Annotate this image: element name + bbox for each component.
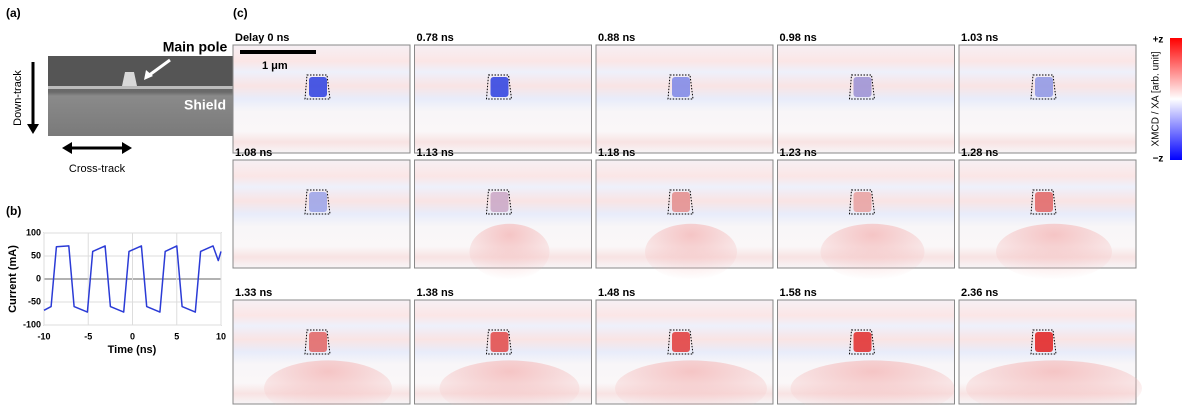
frame-delay-label: 1.28 ns <box>961 147 998 159</box>
y-tick-label: -50 <box>28 296 41 306</box>
scale-bar-label: 1 μm <box>262 60 288 72</box>
pole-outline <box>848 189 876 215</box>
pole-outline <box>304 329 331 355</box>
xmcd-image <box>414 44 592 154</box>
colorbar-top: +z <box>1153 35 1164 46</box>
frame-delay-label: Delay 0 ns <box>235 32 289 44</box>
y-tick-label: 100 <box>26 227 41 237</box>
frame-delay-label: 1.33 ns <box>235 287 272 299</box>
pole-signal <box>672 192 690 212</box>
xmcd-fan <box>264 360 392 405</box>
xmcd-fan <box>615 360 767 405</box>
y-tick-label: 0 <box>36 273 41 283</box>
down-track-arrow <box>27 62 39 134</box>
frame-delay-label: 1.03 ns <box>961 32 998 44</box>
pole-outline <box>667 329 694 355</box>
frame-delay-label: 1.08 ns <box>235 147 272 159</box>
x-tick-label: 10 <box>216 331 226 341</box>
colorbar <box>1170 38 1182 160</box>
y-axis-label: Current (mA) <box>7 245 19 313</box>
pole-signal <box>853 77 872 97</box>
pole-signal <box>490 192 509 212</box>
pole-outline <box>485 74 513 100</box>
main-pole-label: Main pole <box>163 39 228 55</box>
xmcd-fan <box>966 360 1142 405</box>
pole-outline <box>485 189 513 215</box>
pole-signal <box>490 332 509 352</box>
x-tick-label: 5 <box>174 331 179 341</box>
xmcd-fan <box>469 223 550 280</box>
pole-signal <box>853 332 872 352</box>
pole-signal <box>853 192 872 212</box>
pole-outline <box>848 329 876 355</box>
pole-signal <box>1035 192 1053 212</box>
pole-signal <box>309 77 327 97</box>
pole-outline <box>1030 329 1057 355</box>
colorbar-bottom: −z <box>1153 154 1164 165</box>
frame-grid: Delay 0 ns 0.78 ns 0.88 ns 0.98 ns 1.03 ns 1.… <box>232 32 1142 405</box>
xmcd-image <box>595 44 774 154</box>
x-tick-label: 0 <box>130 331 135 341</box>
pole-outline <box>1030 74 1057 100</box>
pole-signal <box>309 192 327 212</box>
colorbar-label: XMCD / XA [arb. unit] <box>1151 51 1162 146</box>
frame-delay-label: 1.48 ns <box>598 287 635 299</box>
x-tick-label: -10 <box>37 331 50 341</box>
current-line <box>43 245 222 313</box>
pole-signal <box>672 332 690 352</box>
panel-label: (b) <box>6 204 21 218</box>
pole-signal <box>1035 77 1053 97</box>
panel-label: (c) <box>233 6 248 20</box>
pole-outline <box>304 74 331 100</box>
pole-outline <box>667 189 694 215</box>
xmcd-image <box>232 159 411 269</box>
pole-signal <box>490 77 509 97</box>
frame-delay-label: 0.98 ns <box>780 32 817 44</box>
cross-track-label: Cross-track <box>69 163 126 175</box>
frame-delay-label: 1.58 ns <box>780 287 817 299</box>
pole-signal <box>672 77 690 97</box>
xmcd-fan <box>820 223 925 280</box>
frame-delay-label: 1.38 ns <box>417 287 454 299</box>
frame-delay-label: 1.23 ns <box>780 147 817 159</box>
frame-delay-label: 1.18 ns <box>598 147 635 159</box>
xmcd-fan <box>645 223 737 280</box>
pole-outline <box>485 329 513 355</box>
frame-delay-label: 1.13 ns <box>417 147 454 159</box>
x-axis-label: Time (ns) <box>108 344 157 356</box>
pole-outline <box>304 189 331 215</box>
cross-track-arrow <box>62 142 132 154</box>
y-tick-label: -100 <box>23 319 41 329</box>
xmcd-image <box>777 44 955 154</box>
x-tick-label: -5 <box>84 331 92 341</box>
pole-signal <box>309 332 327 352</box>
frame-delay-label: 0.88 ns <box>598 32 635 44</box>
sem-image <box>48 56 235 136</box>
pole-outline <box>848 74 876 100</box>
pole-outline <box>667 74 694 100</box>
down-track-label: Down-track <box>12 70 24 126</box>
frame-delay-label: 2.36 ns <box>961 287 998 299</box>
pole-signal <box>1035 332 1053 352</box>
xmcd-fan <box>790 360 955 405</box>
panel-label: (a) <box>6 6 21 20</box>
xmcd-fan <box>439 360 580 405</box>
xmcd-image <box>958 44 1137 154</box>
xmcd-fan <box>996 223 1112 280</box>
shield-label: Shield <box>184 97 226 113</box>
frame-delay-label: 0.78 ns <box>417 32 454 44</box>
pole-outline <box>1030 189 1057 215</box>
xmcd-image <box>232 44 411 154</box>
y-tick-label: 50 <box>31 250 41 260</box>
